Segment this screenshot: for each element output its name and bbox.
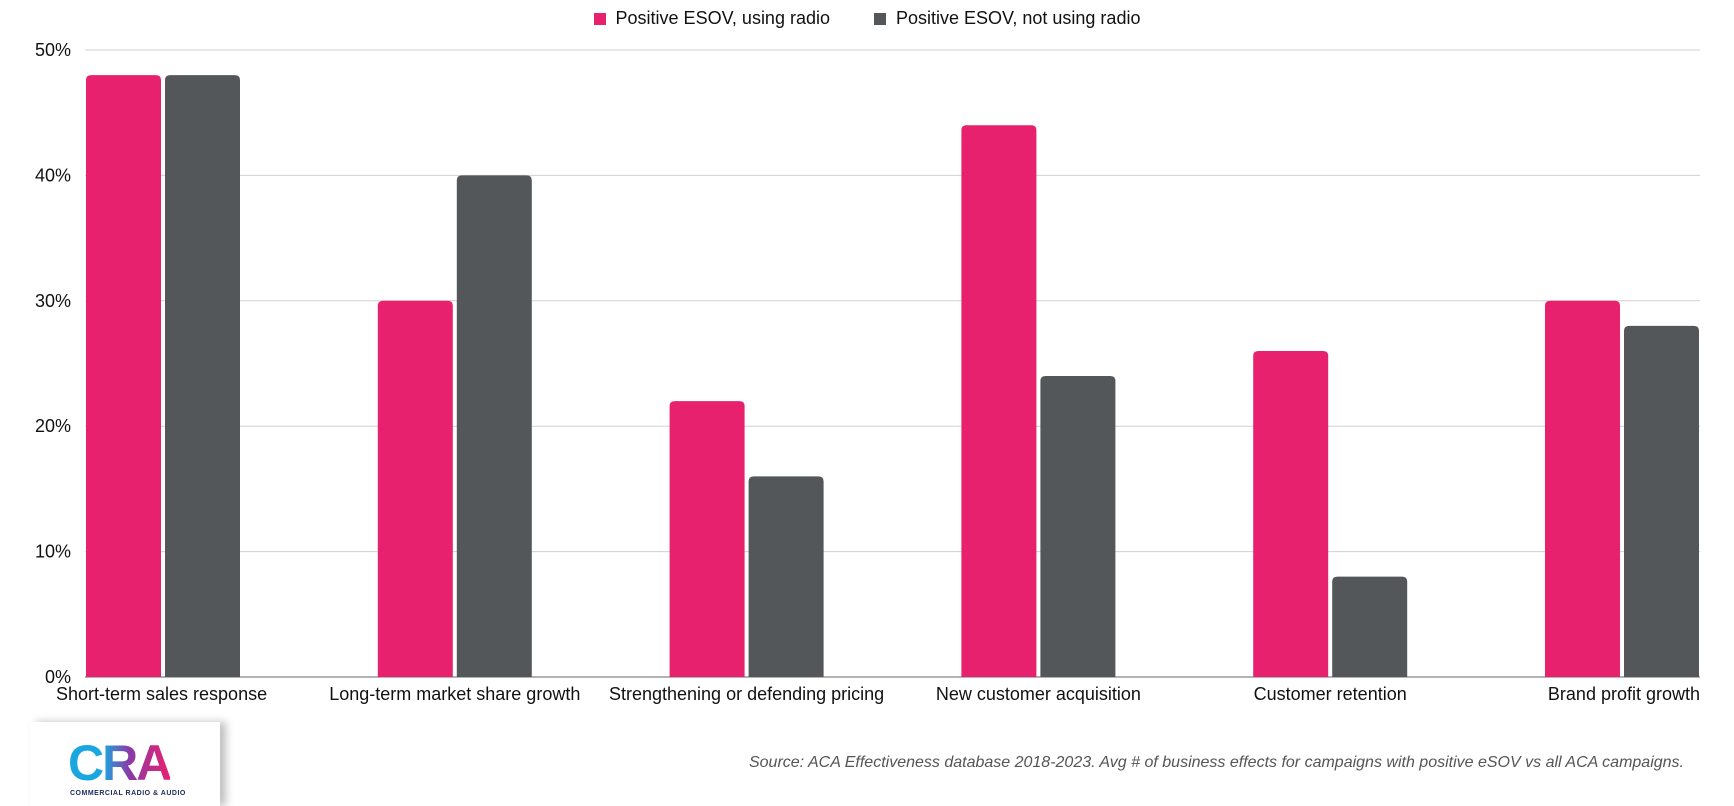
legend-label-not-using-radio: Positive ESOV, not using radio: [895, 8, 1141, 28]
logo-subtitle: COMMERCIAL RADIO & AUDIO: [70, 790, 186, 797]
legend-swatch-using-radio: [593, 12, 606, 25]
bar-not-using-radio-4: [1332, 576, 1408, 677]
legend-swatch-not-using-radio: [873, 12, 886, 25]
legend-label-using-radio: Positive ESOV, using radio: [615, 8, 830, 28]
source-note: Source: ACA Effectiveness database 2018-…: [748, 754, 1684, 771]
legend: Positive ESOV, using radio Positive ESOV…: [0, 8, 1734, 29]
bar-not-using-radio-3: [1040, 376, 1116, 677]
bar-using-radio-2: [669, 401, 745, 677]
legend-item-using-radio: Positive ESOV, using radio: [593, 8, 830, 29]
logo-letters: CRA: [68, 735, 172, 791]
bar-using-radio-5: [1545, 300, 1620, 677]
x-category-label: Strengthening or defending pricing: [609, 684, 884, 704]
bar-chart: 0% 10% 20% 30% 40% 50% Short-term sales respon…: [35, 40, 1700, 704]
y-tick-label: 50%: [35, 40, 71, 60]
y-tick-label: 20%: [35, 416, 71, 436]
legend-item-not-using-radio: Positive ESOV, not using radio: [873, 8, 1141, 29]
logo-wordmark: CRA: [68, 734, 172, 792]
bar-using-radio-0: [86, 75, 161, 677]
bar-not-using-radio-5: [1624, 325, 1699, 677]
cra-logo: CRA COMMERCIAL RADIO & AUDIO: [30, 722, 220, 806]
bar-using-radio-1: [377, 300, 453, 677]
y-tick-label: 30%: [35, 291, 71, 311]
y-tick-label: 0%: [45, 667, 71, 687]
y-tick-label: 10%: [35, 542, 71, 562]
bar-using-radio-3: [961, 125, 1037, 678]
x-category-label: Long-term market share growth: [329, 684, 580, 704]
bar-not-using-radio-0: [165, 75, 240, 677]
x-category-label: New customer acquisition: [936, 684, 1141, 704]
x-category-label: Customer retention: [1254, 684, 1407, 704]
x-category-label: Brand profit growth: [1548, 684, 1700, 704]
bar-not-using-radio-1: [456, 175, 532, 677]
bar-using-radio-4: [1253, 350, 1329, 677]
bar-not-using-radio-2: [748, 476, 824, 677]
x-category-label: Short-term sales response: [56, 684, 267, 704]
y-tick-label: 40%: [35, 165, 71, 185]
